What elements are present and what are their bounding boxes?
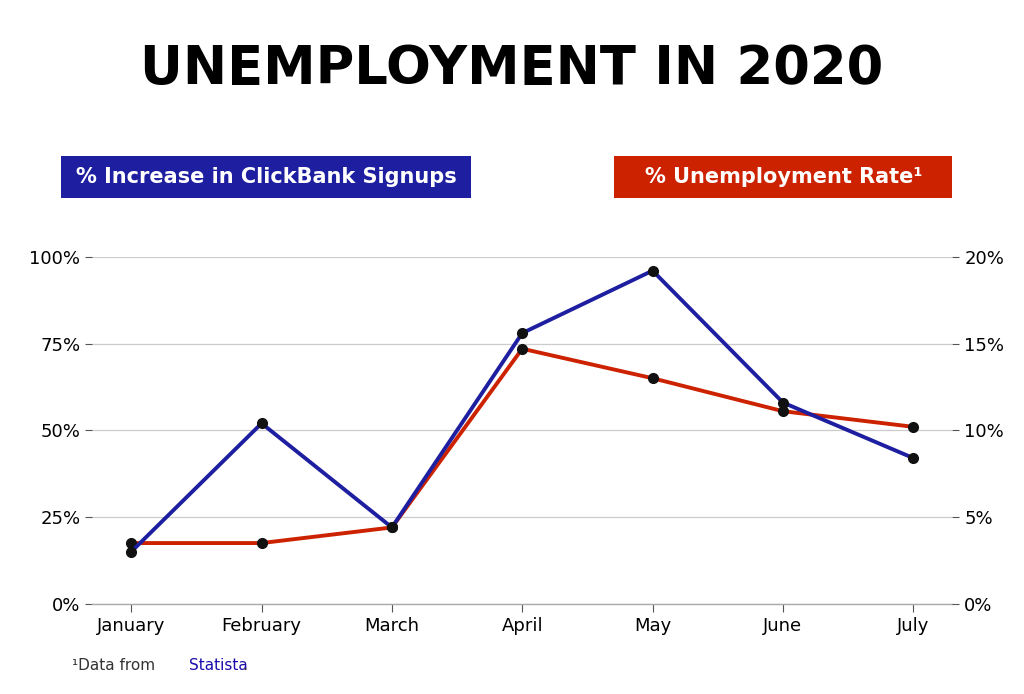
Text: % Unemployment Rate¹: % Unemployment Rate¹ <box>645 167 922 187</box>
Text: ¹Data from: ¹Data from <box>72 658 160 673</box>
Text: UNEMPLOYMENT IN 2020: UNEMPLOYMENT IN 2020 <box>140 44 884 95</box>
Text: % Increase in ClickBank Signups: % Increase in ClickBank Signups <box>76 167 457 187</box>
Text: Statista: Statista <box>189 658 248 673</box>
Text: .: . <box>243 658 248 673</box>
